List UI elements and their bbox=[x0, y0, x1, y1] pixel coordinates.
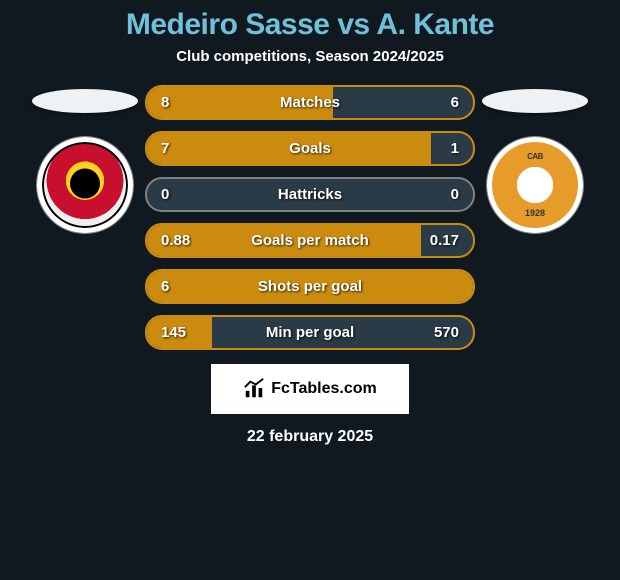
stat-label: Shots per goal bbox=[258, 278, 362, 295]
stat-bar: 8 Matches 6 bbox=[145, 85, 475, 120]
stat-value-left: 0 bbox=[161, 186, 169, 203]
watermark-text: FcTables.com bbox=[271, 380, 377, 398]
stat-value-left: 7 bbox=[161, 140, 169, 157]
stat-value-right: 0 bbox=[451, 186, 459, 203]
watermark: FcTables.com bbox=[211, 364, 409, 414]
stat-label: Goals per match bbox=[251, 232, 369, 249]
stat-bars: 8 Matches 6 7 Goals 1 0 Hattricks 0 0.88 Goals per… bbox=[145, 85, 475, 350]
stat-bar: 145 Min per goal 570 bbox=[145, 315, 475, 350]
chart-icon bbox=[243, 378, 265, 400]
player-photo-placeholder-left bbox=[32, 89, 138, 113]
stat-bar: 7 Goals 1 bbox=[145, 131, 475, 166]
player-1-name: Medeiro Sasse bbox=[126, 8, 330, 41]
comparison-subtitle: Club competitions, Season 2024/2025 bbox=[176, 48, 444, 65]
stat-bar: 0 Hattricks 0 bbox=[145, 177, 475, 212]
stat-value-right: 0.17 bbox=[430, 232, 459, 249]
stat-label: Matches bbox=[280, 94, 340, 111]
right-player-column bbox=[475, 85, 595, 233]
player-photo-placeholder-right bbox=[482, 89, 588, 113]
stat-value-left: 145 bbox=[161, 324, 186, 341]
snapshot-date: 22 february 2025 bbox=[247, 428, 373, 446]
vs-separator: vs bbox=[329, 8, 376, 41]
stat-bar: 0.88 Goals per match 0.17 bbox=[145, 223, 475, 258]
stat-value-right: 570 bbox=[434, 324, 459, 341]
stat-value-left: 6 bbox=[161, 278, 169, 295]
comparison-title: Medeiro Sasse vs A. Kante bbox=[126, 8, 494, 42]
stat-value-right: 6 bbox=[451, 94, 459, 111]
stat-label: Min per goal bbox=[266, 324, 354, 341]
comparison-body: 8 Matches 6 7 Goals 1 0 Hattricks 0 0.88 Goals per… bbox=[0, 85, 620, 350]
stat-label: Hattricks bbox=[278, 186, 342, 203]
player-2-name: A. Kante bbox=[376, 8, 494, 41]
stat-label: Goals bbox=[289, 140, 331, 157]
club-badge-right bbox=[487, 137, 583, 233]
left-player-column bbox=[25, 85, 145, 233]
stat-value-right: 1 bbox=[451, 140, 459, 157]
club-badge-left bbox=[37, 137, 133, 233]
stat-value-left: 8 bbox=[161, 94, 169, 111]
stat-value-left: 0.88 bbox=[161, 232, 190, 249]
stat-bar: 6 Shots per goal bbox=[145, 269, 475, 304]
